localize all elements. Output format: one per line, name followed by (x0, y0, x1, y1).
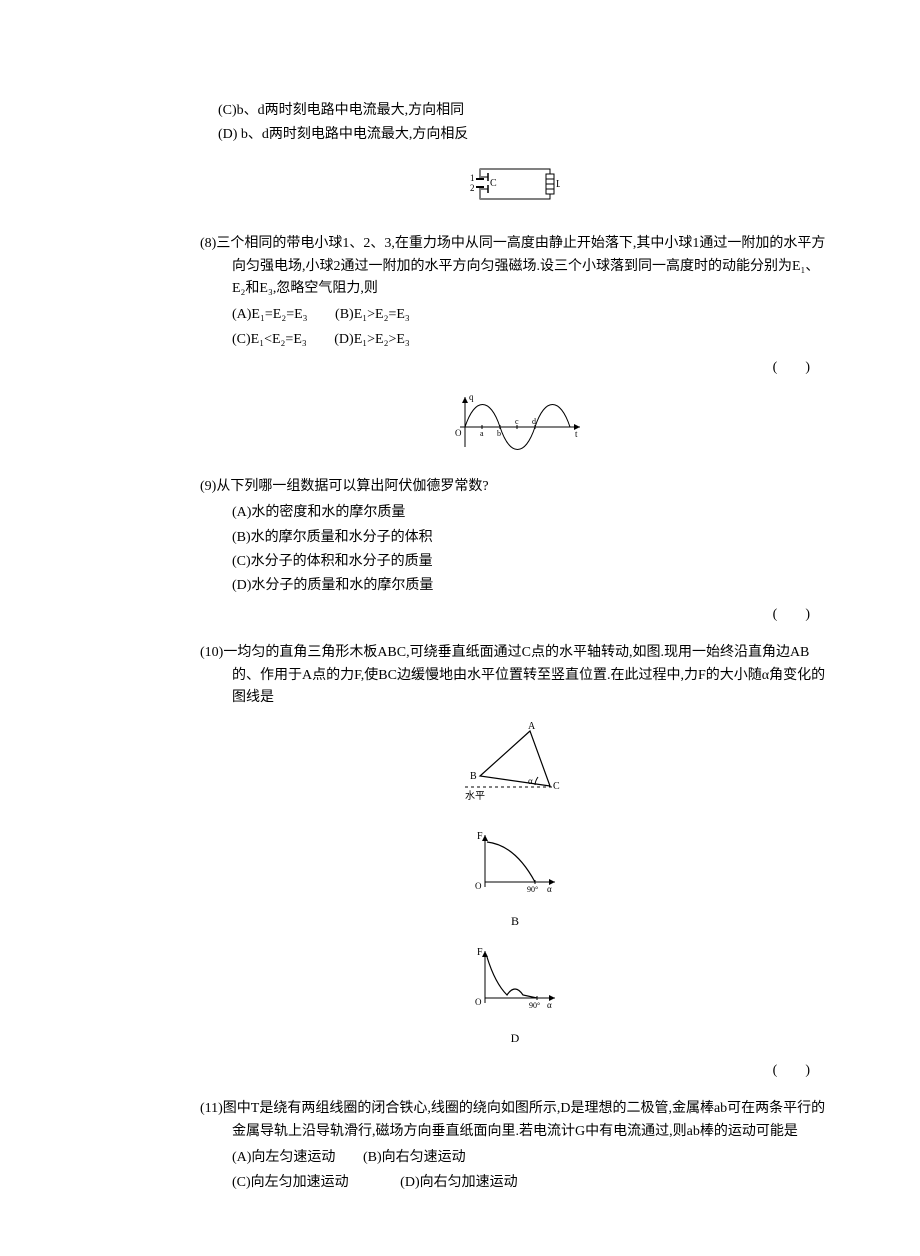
t-label: t (575, 429, 578, 439)
gB-90: 90° (527, 885, 538, 894)
q9-paren: ( ) (200, 604, 830, 626)
circuit-svg: 1 2 C L (470, 159, 560, 209)
q8-block: (8)三个相同的带电小球1、2、3,在重力场中从同一高度由静止开始落下,其中小球… (200, 233, 830, 379)
tick-b: b (497, 429, 501, 438)
q8-optB: (B)E₁>E₂=E₃ (335, 304, 410, 326)
q8-sinewave-figure: O q t a b c d (200, 392, 830, 460)
gB-origin: O (475, 881, 482, 891)
B-label: B (470, 771, 477, 782)
q7-partial: (C)b、d两时刻电路中电流最大,方向相同 (D) b、d两时刻电路中电流最大,… (200, 100, 830, 147)
A-label: A (528, 721, 536, 732)
gD-90: 90° (529, 1001, 540, 1010)
q8-optC: (C)E₁<E₂=E₃ (232, 329, 307, 351)
q10-paren: ( ) (200, 1060, 830, 1082)
q7-optC: (C)b、d两时刻电路中电流最大,方向相同 (218, 100, 830, 122)
tick-d: d (532, 417, 536, 426)
q10-triangle-figure: A B C α 水平 (200, 721, 830, 814)
q10-stem: (10)一均匀的直角三角形木板ABC,可绕垂直纸面通过C点的水平轴转动,如图.现… (232, 642, 830, 709)
graphB-label: B (200, 912, 830, 931)
q10-graphD-figure: O F 90° α D (200, 943, 830, 1048)
q7-circuit-figure: 1 2 C L (200, 159, 830, 217)
q8-paren: ( ) (200, 357, 830, 379)
plate2-label: 2 (470, 183, 475, 193)
q9-optA: (A)水的密度和水的摩尔质量 (232, 502, 830, 524)
graphD-svg: O F 90° α (465, 943, 565, 1018)
q11-stem: (11)图中T是绕有两组线圈的闭合铁心,线圈的绕向如图所示,D是理想的二极管,金… (232, 1098, 830, 1143)
gD-origin: O (475, 997, 482, 1007)
sinewave-svg: O q t a b c d (445, 392, 585, 452)
gB-F: F (477, 831, 483, 842)
c-label: C (490, 178, 497, 189)
plate1-label: 1 (470, 173, 475, 183)
gB-alpha: α (547, 884, 552, 894)
q-label: q (469, 392, 474, 402)
q9-optD: (D)水分子的质量和水的摩尔质量 (232, 575, 830, 597)
gD-F: F (477, 947, 483, 958)
graphB-svg: O F 90° α (465, 827, 565, 902)
gD-alpha: α (547, 1000, 552, 1010)
q9-block: (9)从下列哪一组数据可以算出阿伏伽德罗常数? (A)水的密度和水的摩尔质量 (… (200, 476, 830, 626)
C-label: C (553, 781, 560, 792)
q8-optA: (A)E₁=E₂=E₃ (232, 304, 308, 326)
graphD-label: D (200, 1029, 830, 1048)
l-label: L (556, 179, 560, 190)
alpha-label: α (528, 776, 533, 786)
horizon-label: 水平 (465, 790, 485, 802)
tick-c: c (515, 417, 519, 426)
q10-block: (10)一均匀的直角三角形木板ABC,可绕垂直纸面通过C点的水平轴转动,如图.现… (200, 642, 830, 709)
q11-block: (11)图中T是绕有两组线圈的闭合铁心,线圈的绕向如图所示,D是理想的二极管,金… (200, 1098, 830, 1194)
q9-stem: (9)从下列哪一组数据可以算出阿伏伽德罗常数? (232, 476, 830, 498)
q11-optA: (A)向左匀速运动 (232, 1147, 335, 1169)
q8-stem: (8)三个相同的带电小球1、2、3,在重力场中从同一高度由静止开始落下,其中小球… (232, 233, 830, 300)
tick-a: a (480, 429, 484, 438)
triangle-svg: A B C α 水平 (450, 721, 580, 806)
q11-optB: (B)向右匀速运动 (363, 1147, 466, 1169)
origin: O (455, 428, 462, 438)
q9-optB: (B)水的摩尔质量和水分子的体积 (232, 527, 830, 549)
q9-optC: (C)水分子的体积和水分子的质量 (232, 551, 830, 573)
q8-optD: (D)E₁>E₂>E₃ (334, 329, 410, 351)
q7-optD: (D) b、d两时刻电路中电流最大,方向相反 (218, 124, 830, 146)
q10-graphB-figure: O F 90° α B (200, 827, 830, 932)
